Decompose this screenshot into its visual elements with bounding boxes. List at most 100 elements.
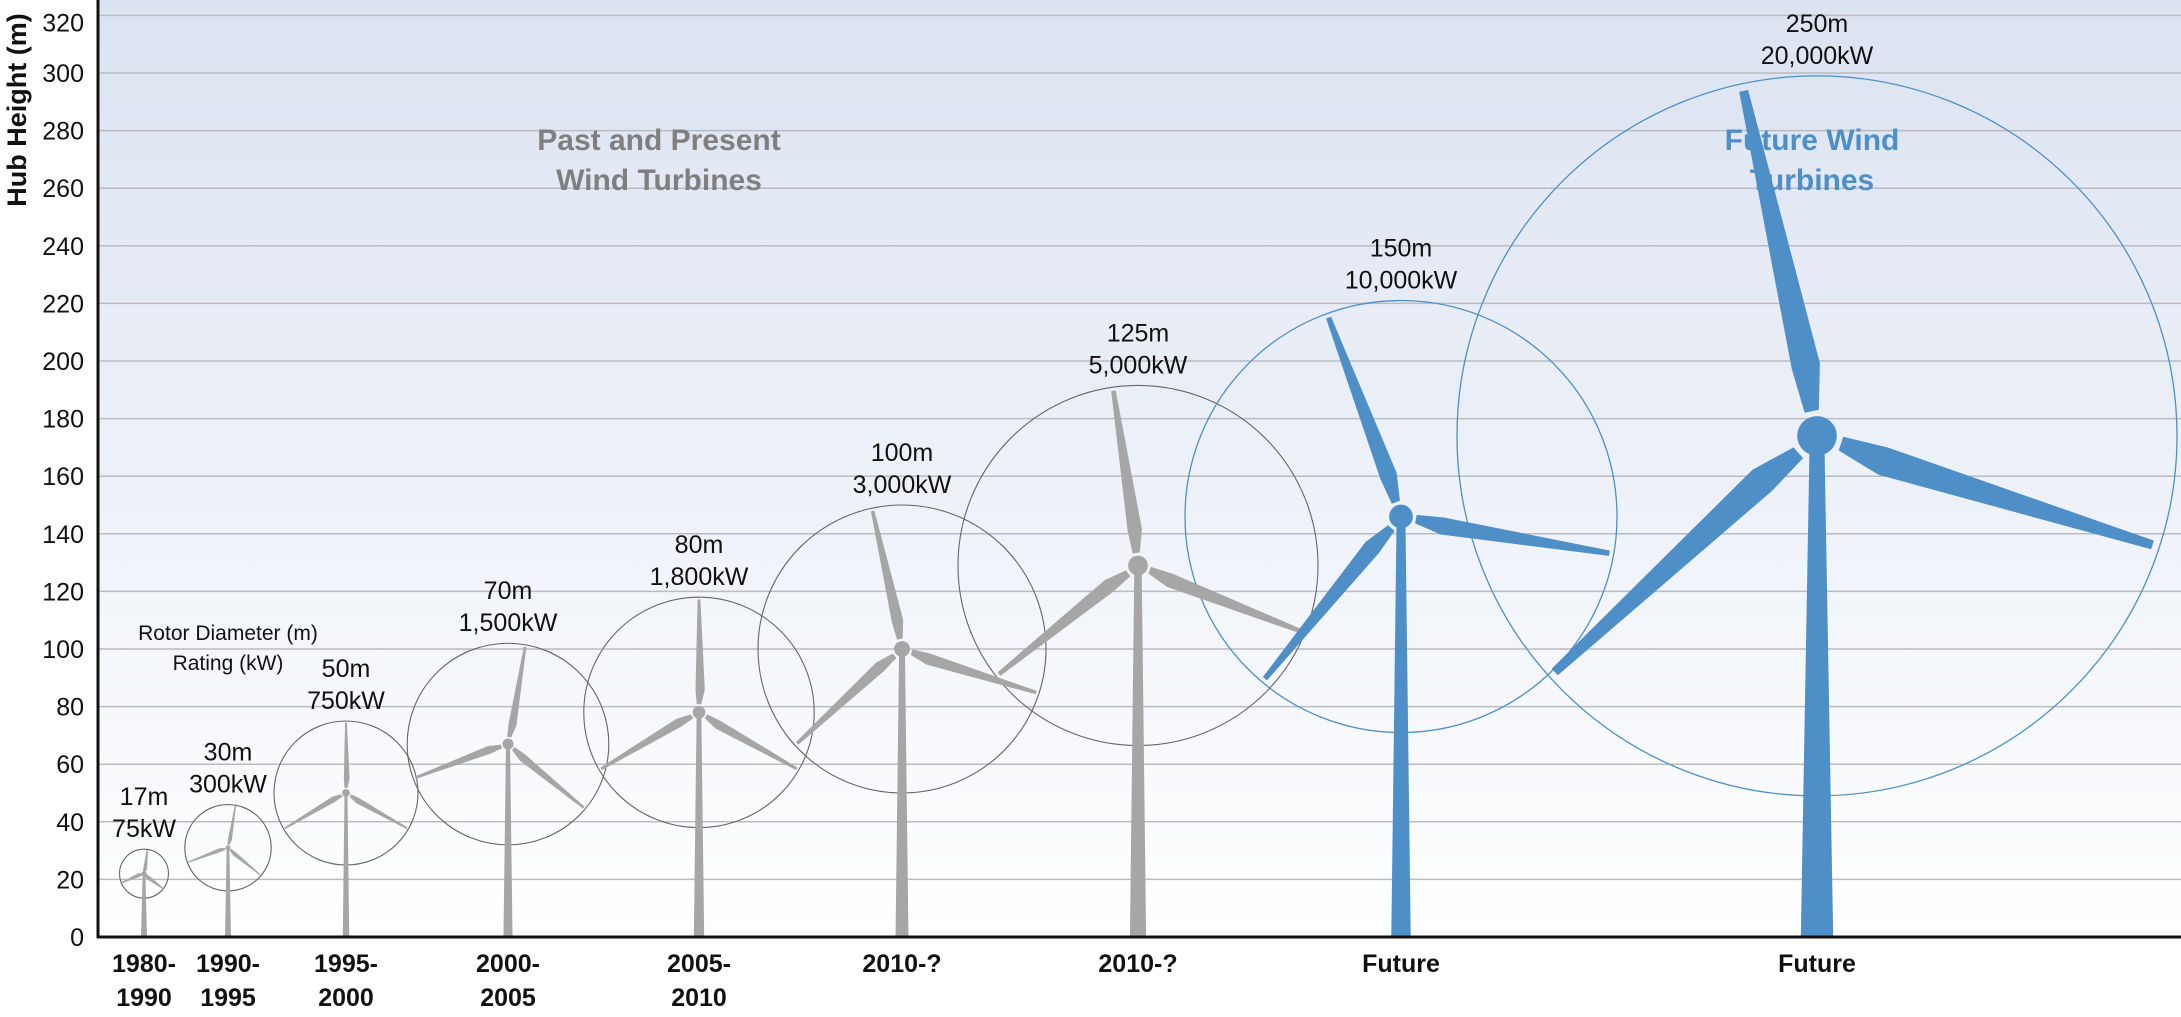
x-tick-label: 1995 bbox=[200, 984, 256, 1012]
rating-label: 3,000kW bbox=[853, 471, 952, 499]
tower bbox=[1391, 516, 1411, 937]
x-tick-label: 1990- bbox=[196, 950, 260, 978]
y-tick-label: 60 bbox=[56, 751, 84, 779]
x-tick-label: 2005 bbox=[480, 984, 536, 1012]
rating-label: 300kW bbox=[189, 771, 267, 799]
x-tick-labels: 1980- 1990 1990- 1995 1995- 2000 2000- 2005 2005… bbox=[112, 950, 1856, 1012]
y-tick-label: 0 bbox=[70, 924, 84, 952]
blade bbox=[229, 848, 261, 876]
section-label-future-line2: Turbines bbox=[1750, 164, 1874, 197]
rotor-diameter-label: 100m bbox=[871, 439, 934, 467]
blade bbox=[870, 510, 904, 640]
x-tick-label: 1980- bbox=[112, 950, 176, 978]
rotor-diameter-label: 125m bbox=[1107, 319, 1170, 347]
tower bbox=[895, 649, 909, 937]
rotor-diameter-label: 80m bbox=[675, 531, 724, 559]
gridlines bbox=[97, 14, 2181, 881]
blade bbox=[512, 747, 585, 809]
x-tick-label: 2000- bbox=[476, 950, 540, 978]
section-label-past-line1: Past and Present bbox=[537, 124, 780, 157]
blade bbox=[795, 653, 897, 745]
blade bbox=[997, 570, 1131, 676]
rating-label: 5,000kW bbox=[1089, 351, 1188, 379]
rating-label: 750kW bbox=[307, 687, 385, 715]
x-tick-label: 1990 bbox=[116, 984, 172, 1012]
rotor-diameter-label: 70m bbox=[484, 577, 533, 605]
y-tick-label: 160 bbox=[42, 463, 84, 491]
y-tick-label: 140 bbox=[42, 521, 84, 549]
hub bbox=[1797, 416, 1837, 456]
blade bbox=[188, 847, 226, 863]
blade bbox=[600, 714, 694, 771]
hub bbox=[1128, 555, 1148, 576]
x-tick-label: Future bbox=[1778, 950, 1856, 978]
hub bbox=[1389, 504, 1413, 529]
y-tick-label: 80 bbox=[56, 694, 84, 722]
turbine-labels: 17m 75kW 30m 300kW 50m 750kW 70m 1,500kW 80m 1,80… bbox=[112, 10, 1874, 843]
y-tick-labels: 0 20 40 60 80 100 120 140 160 180 200 220 240 260 280 3… bbox=[42, 9, 84, 952]
y-axis-label: Hub Height (m) bbox=[2, 13, 32, 206]
blade bbox=[144, 873, 164, 889]
y-tick-label: 120 bbox=[42, 578, 84, 606]
blade bbox=[1739, 89, 1820, 413]
y-tick-label: 300 bbox=[42, 60, 84, 88]
x-tick-label: Future bbox=[1362, 950, 1440, 978]
tower bbox=[141, 873, 147, 937]
blade bbox=[910, 649, 1037, 695]
y-tick-label: 100 bbox=[42, 636, 84, 664]
rotor-diameter-label: 50m bbox=[322, 655, 371, 683]
blade bbox=[1262, 525, 1395, 681]
x-tick-label: 2000 bbox=[318, 984, 374, 1012]
rating-label: 1,500kW bbox=[459, 609, 558, 637]
rating-label: 20,000kW bbox=[1761, 42, 1874, 70]
tower bbox=[342, 793, 350, 937]
blade bbox=[507, 646, 527, 738]
blade bbox=[1148, 566, 1303, 634]
y-tick-label: 240 bbox=[42, 233, 84, 261]
hub bbox=[502, 738, 514, 750]
blade bbox=[1111, 390, 1142, 554]
y-tick-label: 280 bbox=[42, 118, 84, 146]
x-tick-label: 2010-? bbox=[862, 950, 941, 978]
x-tick-label: 1995- bbox=[314, 950, 378, 978]
hub bbox=[225, 845, 231, 851]
blade bbox=[704, 714, 798, 771]
turbine-glyphs bbox=[121, 89, 2154, 937]
y-tick-label: 260 bbox=[42, 175, 84, 203]
blade bbox=[1415, 514, 1610, 556]
blade bbox=[1838, 436, 2154, 550]
tower bbox=[503, 744, 513, 937]
annotation-rotor-diameter: Rotor Diameter (m) bbox=[138, 622, 318, 645]
y-tick-label: 20 bbox=[56, 866, 84, 894]
hub bbox=[894, 641, 910, 657]
rotor-diameter-label: 250m bbox=[1786, 10, 1849, 38]
blade bbox=[284, 794, 343, 830]
y-tick-label: 180 bbox=[42, 406, 84, 434]
y-tick-label: 220 bbox=[42, 290, 84, 318]
blade bbox=[695, 599, 705, 705]
hub bbox=[141, 871, 147, 877]
rating-label: 75kW bbox=[112, 815, 176, 843]
y-tick-label: 40 bbox=[56, 809, 84, 837]
blade bbox=[227, 805, 236, 845]
blade bbox=[1326, 316, 1400, 504]
rotor-diameter-label: 150m bbox=[1370, 235, 1433, 263]
rating-label: 10,000kW bbox=[1345, 267, 1458, 295]
hub bbox=[692, 706, 706, 719]
annotation-rating: Rating (kW) bbox=[173, 652, 284, 675]
blade bbox=[414, 744, 503, 779]
blade bbox=[343, 722, 350, 788]
x-tick-label: 2010 bbox=[671, 984, 727, 1012]
tower bbox=[225, 847, 231, 937]
blade bbox=[1551, 447, 1804, 676]
blade bbox=[121, 873, 143, 884]
x-tick-label: 2010-? bbox=[1098, 950, 1177, 978]
section-label-future-line1: Future Wind bbox=[1725, 124, 1900, 157]
x-tick-label: 2005- bbox=[667, 950, 731, 978]
hub bbox=[342, 789, 350, 797]
tower bbox=[1129, 565, 1147, 937]
y-tick-label: 320 bbox=[42, 9, 84, 37]
rotor-diameter-label: 17m bbox=[120, 783, 169, 811]
blade bbox=[349, 794, 408, 830]
